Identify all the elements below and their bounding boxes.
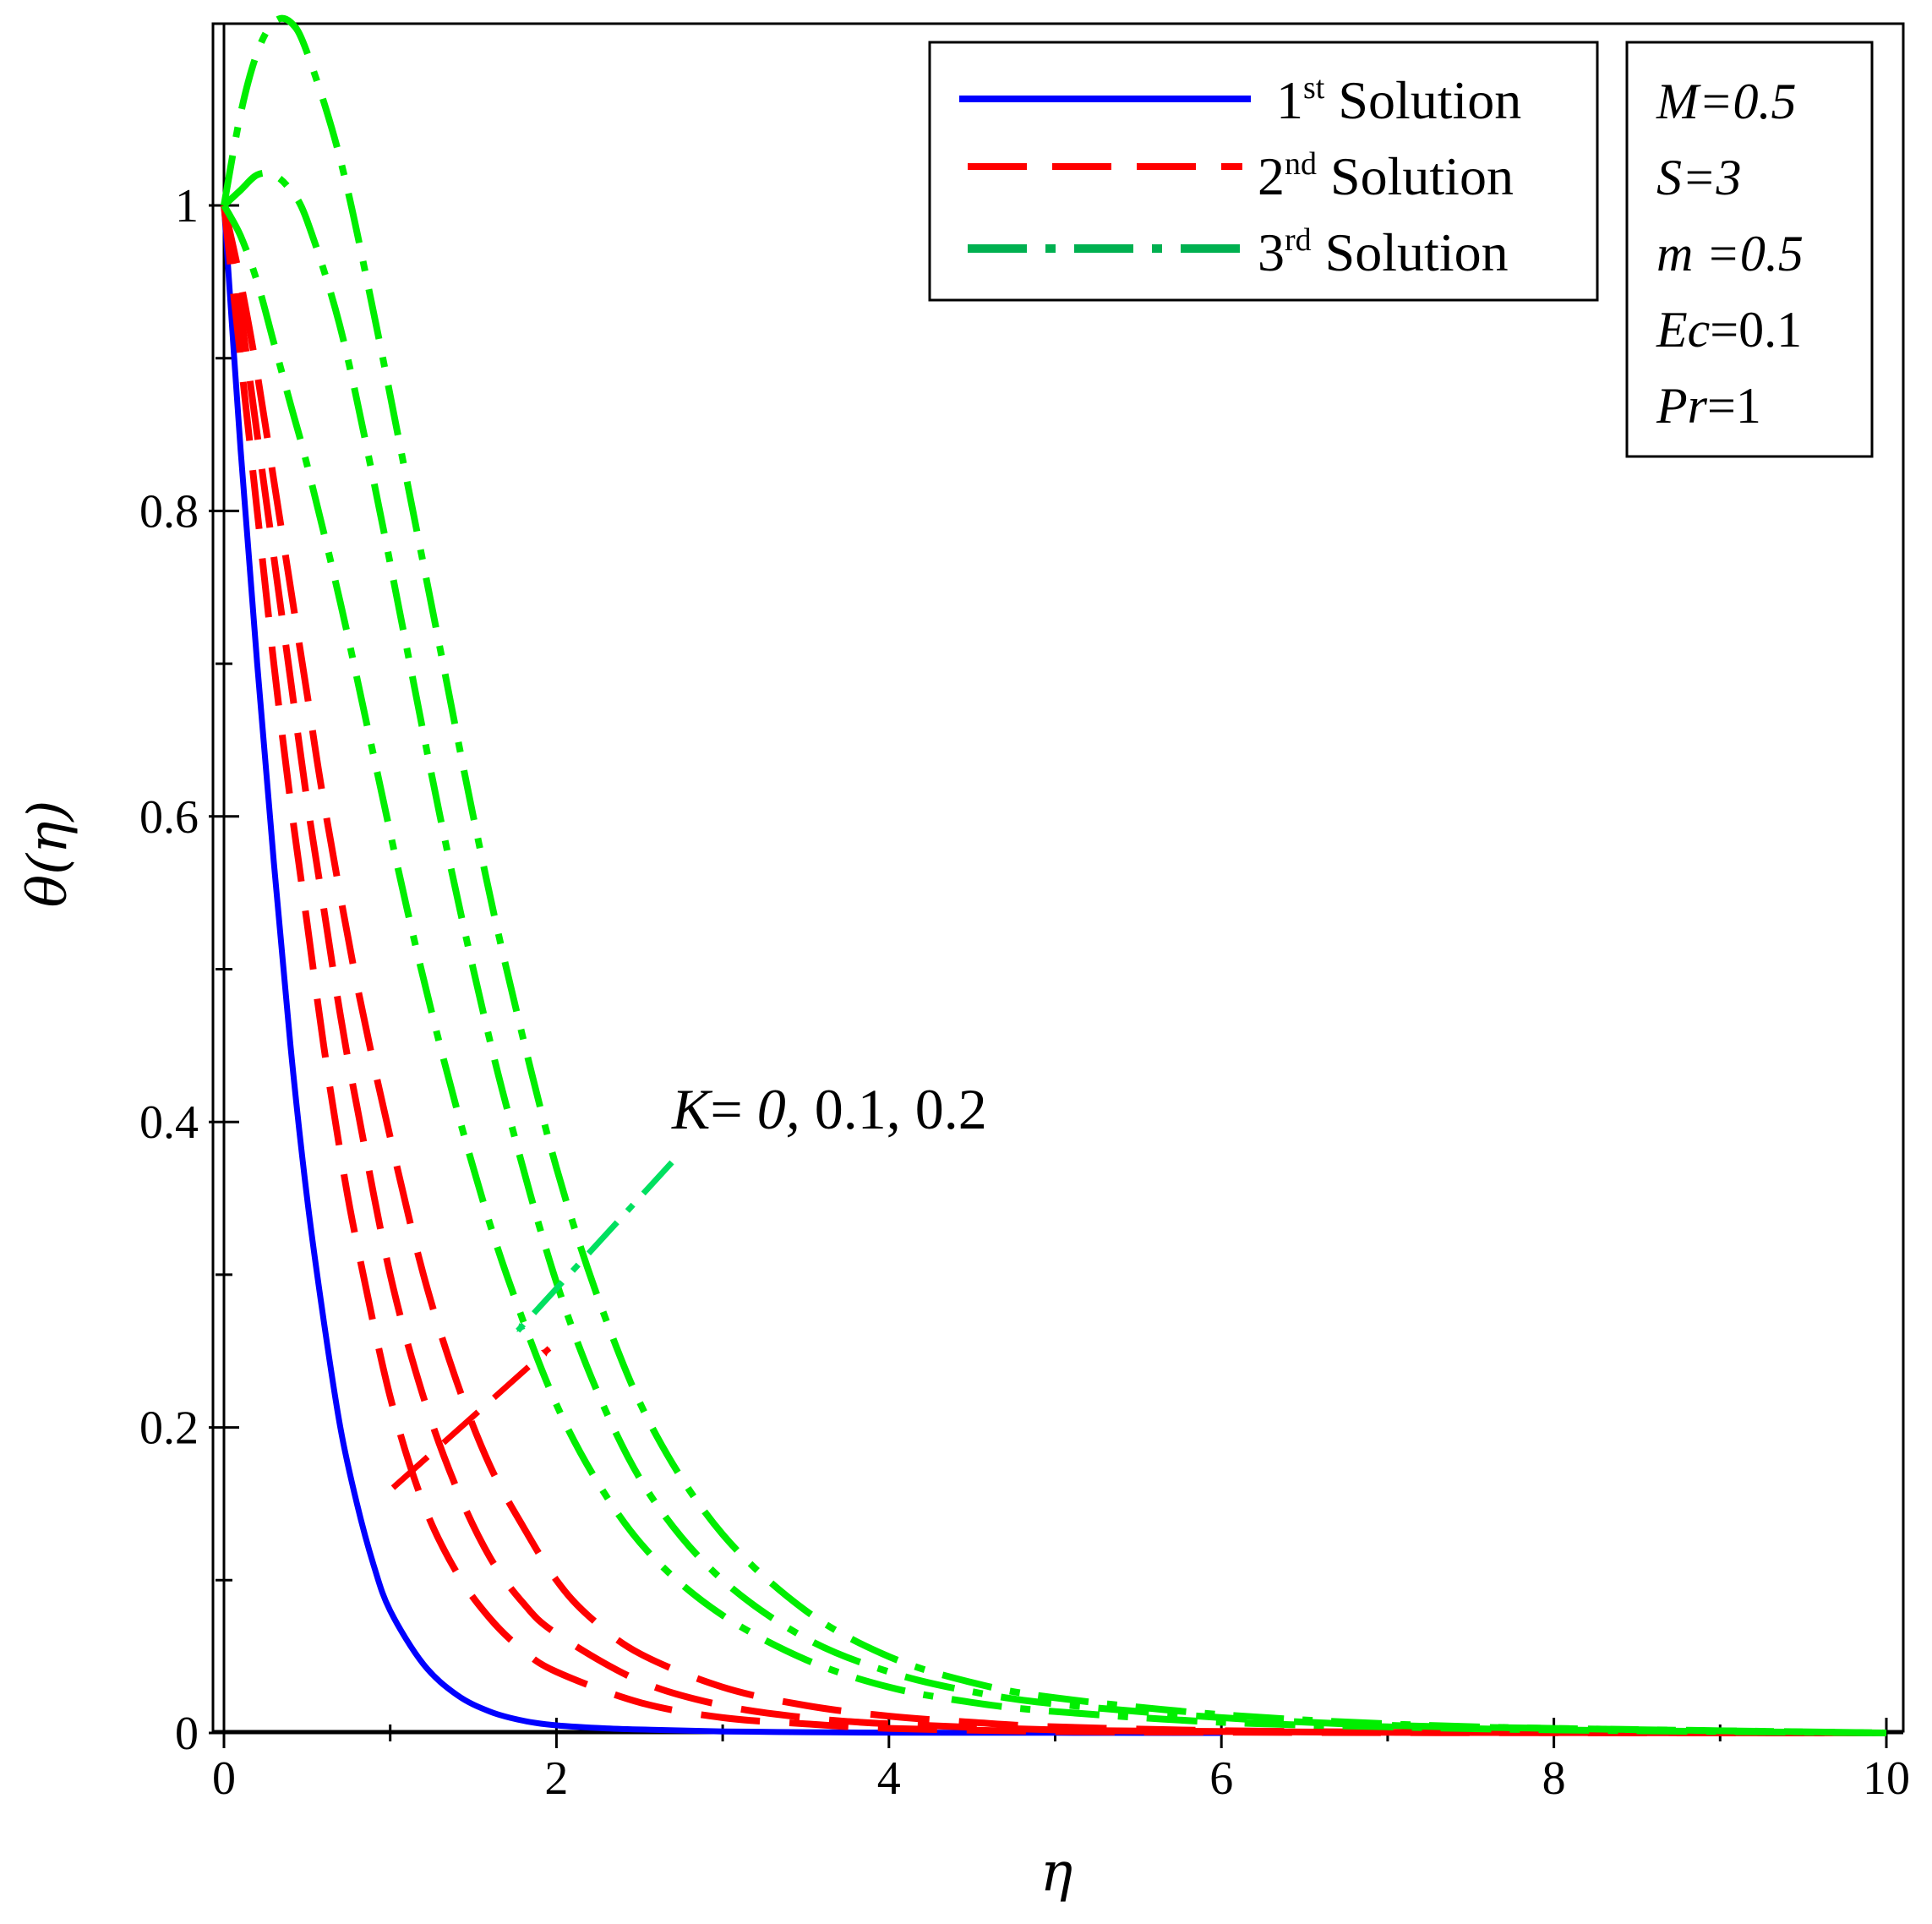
red-direction-arrow: [390, 1346, 552, 1490]
y-tick-label: 0: [175, 1708, 199, 1760]
k-annotation: K= 0, 0.1, 0.2: [671, 1077, 987, 1141]
x-tick-label: 10: [1863, 1752, 1910, 1805]
y-tick-label: 1: [175, 180, 199, 232]
parameters-box: M=0.5 S=3 m =0.5 Ec=0.1 Pr=1: [1625, 41, 1874, 458]
x-tick-label: 4: [877, 1752, 901, 1805]
parameters-frame: [1625, 41, 1874, 458]
param-m: m =0.5: [1656, 226, 1804, 281]
legend-label-3: 3rd Solution: [1258, 222, 1509, 282]
series-line-4: [221, 205, 1887, 1736]
param-Ec: Ec=0.1: [1656, 302, 1802, 358]
param-M: M=0.5: [1656, 74, 1796, 129]
x-tick-label: 2: [544, 1752, 568, 1805]
series-line-6: [221, 169, 1887, 1736]
x-tick-label: 8: [1542, 1752, 1566, 1805]
green-direction-arrow: [515, 1160, 674, 1334]
legend-label-2: 2nd Solution: [1258, 146, 1514, 206]
x-axis-title: η: [1040, 1841, 1072, 1904]
y-tick-label: 0.2: [139, 1402, 199, 1455]
series-line-5: [221, 204, 1887, 1736]
series-layer: [221, 14, 1887, 1736]
series-line-7: [221, 14, 1887, 1736]
y-tick-label: 0.8: [139, 485, 199, 538]
param-S: S=3: [1656, 150, 1742, 205]
series-line-3: [221, 205, 1887, 1736]
series-line-1: [221, 205, 1222, 1736]
legend-label-1: 1st Solution: [1276, 70, 1521, 130]
y-tick-label: 0.4: [139, 1096, 199, 1149]
param-Pr: Pr=1: [1656, 378, 1761, 434]
y-tick-label: 0.6: [139, 791, 199, 844]
y-axis-title: θ(η): [17, 801, 79, 908]
x-tick-label: 6: [1209, 1752, 1233, 1805]
x-tick-label: 0: [212, 1752, 236, 1805]
legend: 1st Solution 2nd Solution 3rd Solution: [928, 41, 1599, 302]
legend-box: [928, 41, 1599, 302]
